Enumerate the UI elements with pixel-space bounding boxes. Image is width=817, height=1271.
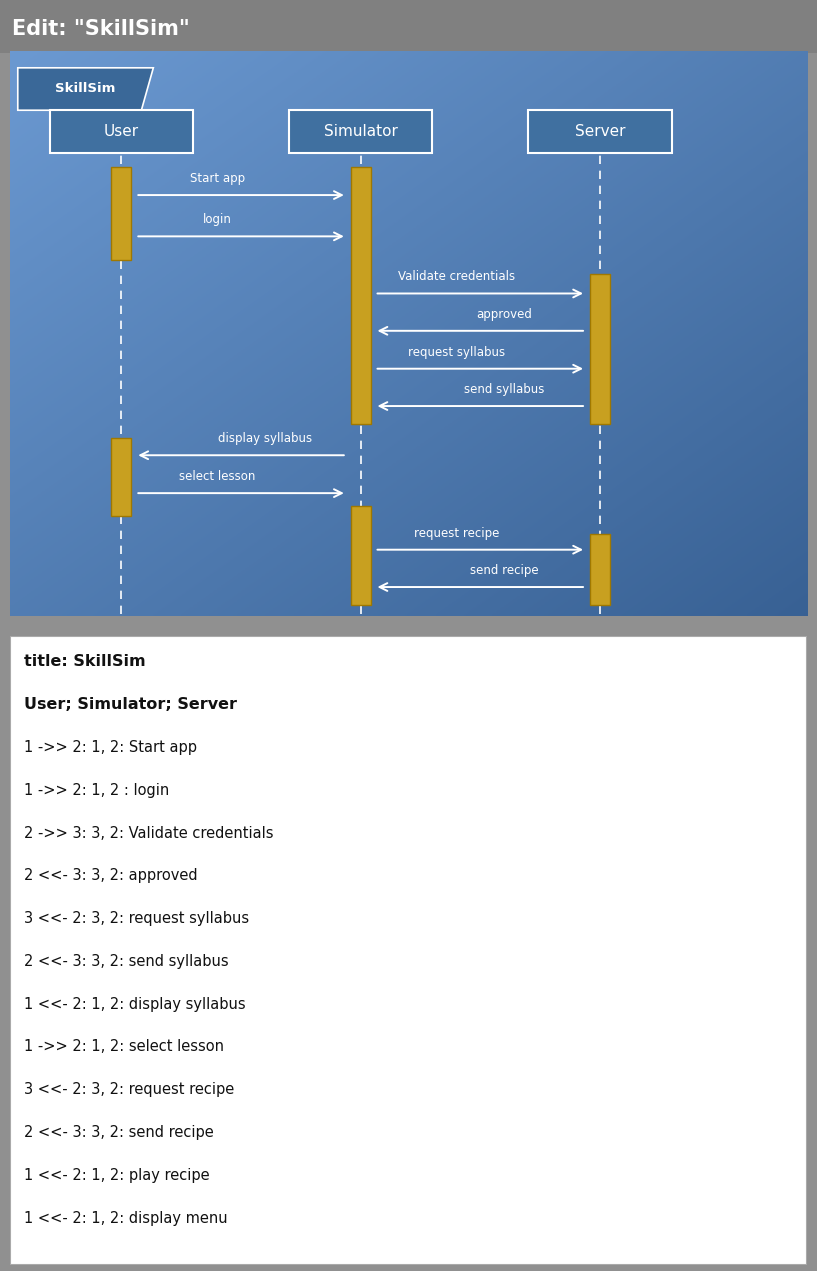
Text: title: SkillSim: title: SkillSim [25,655,145,670]
Polygon shape [18,67,154,111]
Text: 3 <<- 2: 3, 2: request recipe: 3 <<- 2: 3, 2: request recipe [25,1082,234,1097]
Text: 1 <<- 2: 1, 2: display menu: 1 <<- 2: 1, 2: display menu [25,1210,228,1225]
Text: request syllabus: request syllabus [408,346,505,358]
Text: Start app: Start app [190,172,244,184]
Text: 1 <<- 2: 1, 2: play recipe: 1 <<- 2: 1, 2: play recipe [25,1168,210,1183]
Text: request recipe: request recipe [413,526,499,539]
Text: display syllabus: display syllabus [218,432,312,445]
Text: 1 ->> 2: 1, 2 : login: 1 ->> 2: 1, 2 : login [25,783,169,798]
Text: SkillSim: SkillSim [56,83,116,95]
Text: send recipe: send recipe [470,564,538,577]
Text: Simulator: Simulator [324,125,398,139]
Text: 1 ->> 2: 1, 2: Start app: 1 ->> 2: 1, 2: Start app [25,740,197,755]
Text: login: login [203,214,231,226]
Text: 2 <<- 3: 3, 2: send recipe: 2 <<- 3: 3, 2: send recipe [25,1125,214,1140]
Text: 2 <<- 3: 3, 2: send syllabus: 2 <<- 3: 3, 2: send syllabus [25,953,229,969]
Text: 2 ->> 3: 3, 2: Validate credentials: 2 ->> 3: 3, 2: Validate credentials [25,825,274,840]
Text: User: User [104,125,139,139]
Text: select lesson: select lesson [179,470,256,483]
Text: approved: approved [476,308,532,320]
Bar [350,167,371,425]
Bar [590,275,609,425]
Text: 1 <<- 2: 1, 2: display syllabus: 1 <<- 2: 1, 2: display syllabus [25,996,246,1012]
Bar [111,438,132,516]
Text: 2 <<- 3: 3, 2: approved: 2 <<- 3: 3, 2: approved [25,868,198,883]
Text: User; Simulator; Server: User; Simulator; Server [25,698,237,712]
Text: 3 <<- 2: 3, 2: request syllabus: 3 <<- 2: 3, 2: request syllabus [25,911,249,927]
Bar [111,167,132,261]
FancyBboxPatch shape [50,111,193,153]
FancyBboxPatch shape [289,111,432,153]
Text: Validate credentials: Validate credentials [398,271,515,283]
Bar [350,506,371,605]
Text: Server: Server [574,125,625,139]
Text: Edit: "SkillSim": Edit: "SkillSim" [12,19,190,39]
Text: send syllabus: send syllabus [464,383,544,395]
FancyBboxPatch shape [528,111,672,153]
Bar [590,534,609,605]
Text: 1 ->> 2: 1, 2: select lesson: 1 ->> 2: 1, 2: select lesson [25,1040,224,1055]
